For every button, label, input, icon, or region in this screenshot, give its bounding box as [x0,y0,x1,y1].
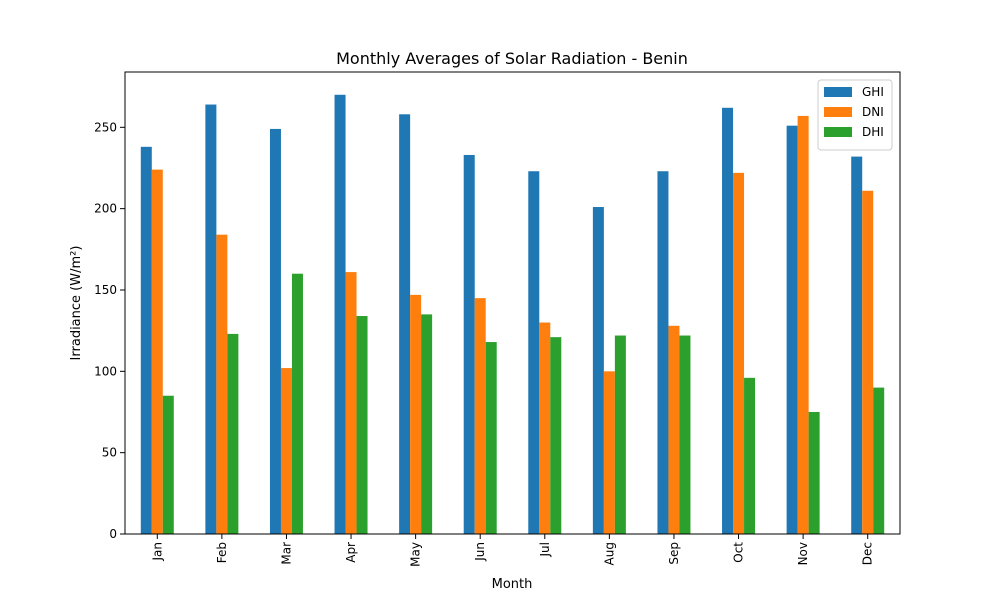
x-tick-label: Jul [538,542,552,557]
bar-dhi-dec [873,387,885,534]
bar-dni-jan [151,169,163,534]
bar-dni-mar [280,368,292,534]
bars-group [140,94,885,535]
x-tick-label: Nov [796,542,810,565]
x-tick-label: Apr [344,542,358,563]
bar-dhi-aug [614,335,626,534]
bar-dhi-feb [227,333,239,534]
bar-ghi-jul [528,171,540,534]
bar-dhi-sep [679,335,691,534]
x-tick-label: Dec [861,542,875,565]
bar-ghi-nov [786,125,798,534]
legend-swatch-dhi [824,127,852,137]
bar-dhi-oct [744,377,756,534]
bar-dni-sep [668,325,680,534]
bar-dni-aug [603,371,615,534]
bar-dhi-jan [162,395,174,534]
bar-dni-oct [733,172,745,534]
x-axis-label: Month [492,577,533,592]
bar-ghi-jan [140,146,152,534]
bar-dhi-may [421,314,433,534]
bar-ghi-sep [657,171,669,534]
y-axis-label: Irradiance (W/m²) [69,246,84,361]
bar-dhi-nov [808,411,820,534]
x-tick-label: Feb [215,542,229,563]
legend-swatch-ghi [824,87,852,97]
bar-dni-jun [474,298,486,534]
bar-dni-feb [216,234,228,534]
bar-ghi-mar [269,128,281,534]
bar-ghi-aug [592,207,604,535]
x-tick-label: Jun [473,542,487,562]
bar-dhi-jun [485,342,497,534]
y-axis-ticks: 0 50 100 150 200 250 [94,120,125,541]
bar-ghi-may [399,114,411,534]
legend-label-dni: DNI [862,105,884,119]
bar-ghi-feb [205,104,217,534]
y-tick-label: 0 [109,527,117,541]
legend-swatch-dni [824,107,852,117]
x-tick-label: Sep [667,542,681,565]
y-tick-label: 100 [94,364,117,378]
bar-dni-nov [797,115,809,534]
bar-ghi-apr [334,94,346,534]
bar-dhi-apr [356,316,368,534]
bar-dni-may [410,294,422,534]
bar-dhi-jul [550,337,562,534]
y-tick-label: 250 [94,120,117,134]
x-tick-label: Oct [732,542,746,563]
legend-label-ghi: GHI [862,85,884,99]
x-axis-ticks: Jan Feb Mar Apr May Jun Jul Aug Sep Oct Nov Dec [150,534,875,567]
legend-label-dhi: DHI [862,125,884,139]
bar-dni-dec [862,190,874,534]
bar-dni-apr [345,272,357,534]
x-tick-label: Jan [150,542,164,562]
chart-title: Monthly Averages of Solar Radiation - Be… [336,49,688,68]
y-tick-label: 200 [94,202,117,216]
x-tick-label: Aug [602,542,616,565]
bar-ghi-oct [722,107,734,535]
bar-ghi-jun [463,154,475,534]
plot-area-frame [124,71,901,535]
y-tick-label: 150 [94,283,117,297]
legend: GHI DNI DHI [817,79,893,151]
x-tick-label: May [409,542,423,567]
bar-dhi-mar [291,273,303,534]
bar-dni-jul [539,322,551,534]
bar-ghi-dec [851,156,863,534]
y-tick-label: 50 [102,446,117,460]
x-tick-label: Mar [279,542,293,565]
